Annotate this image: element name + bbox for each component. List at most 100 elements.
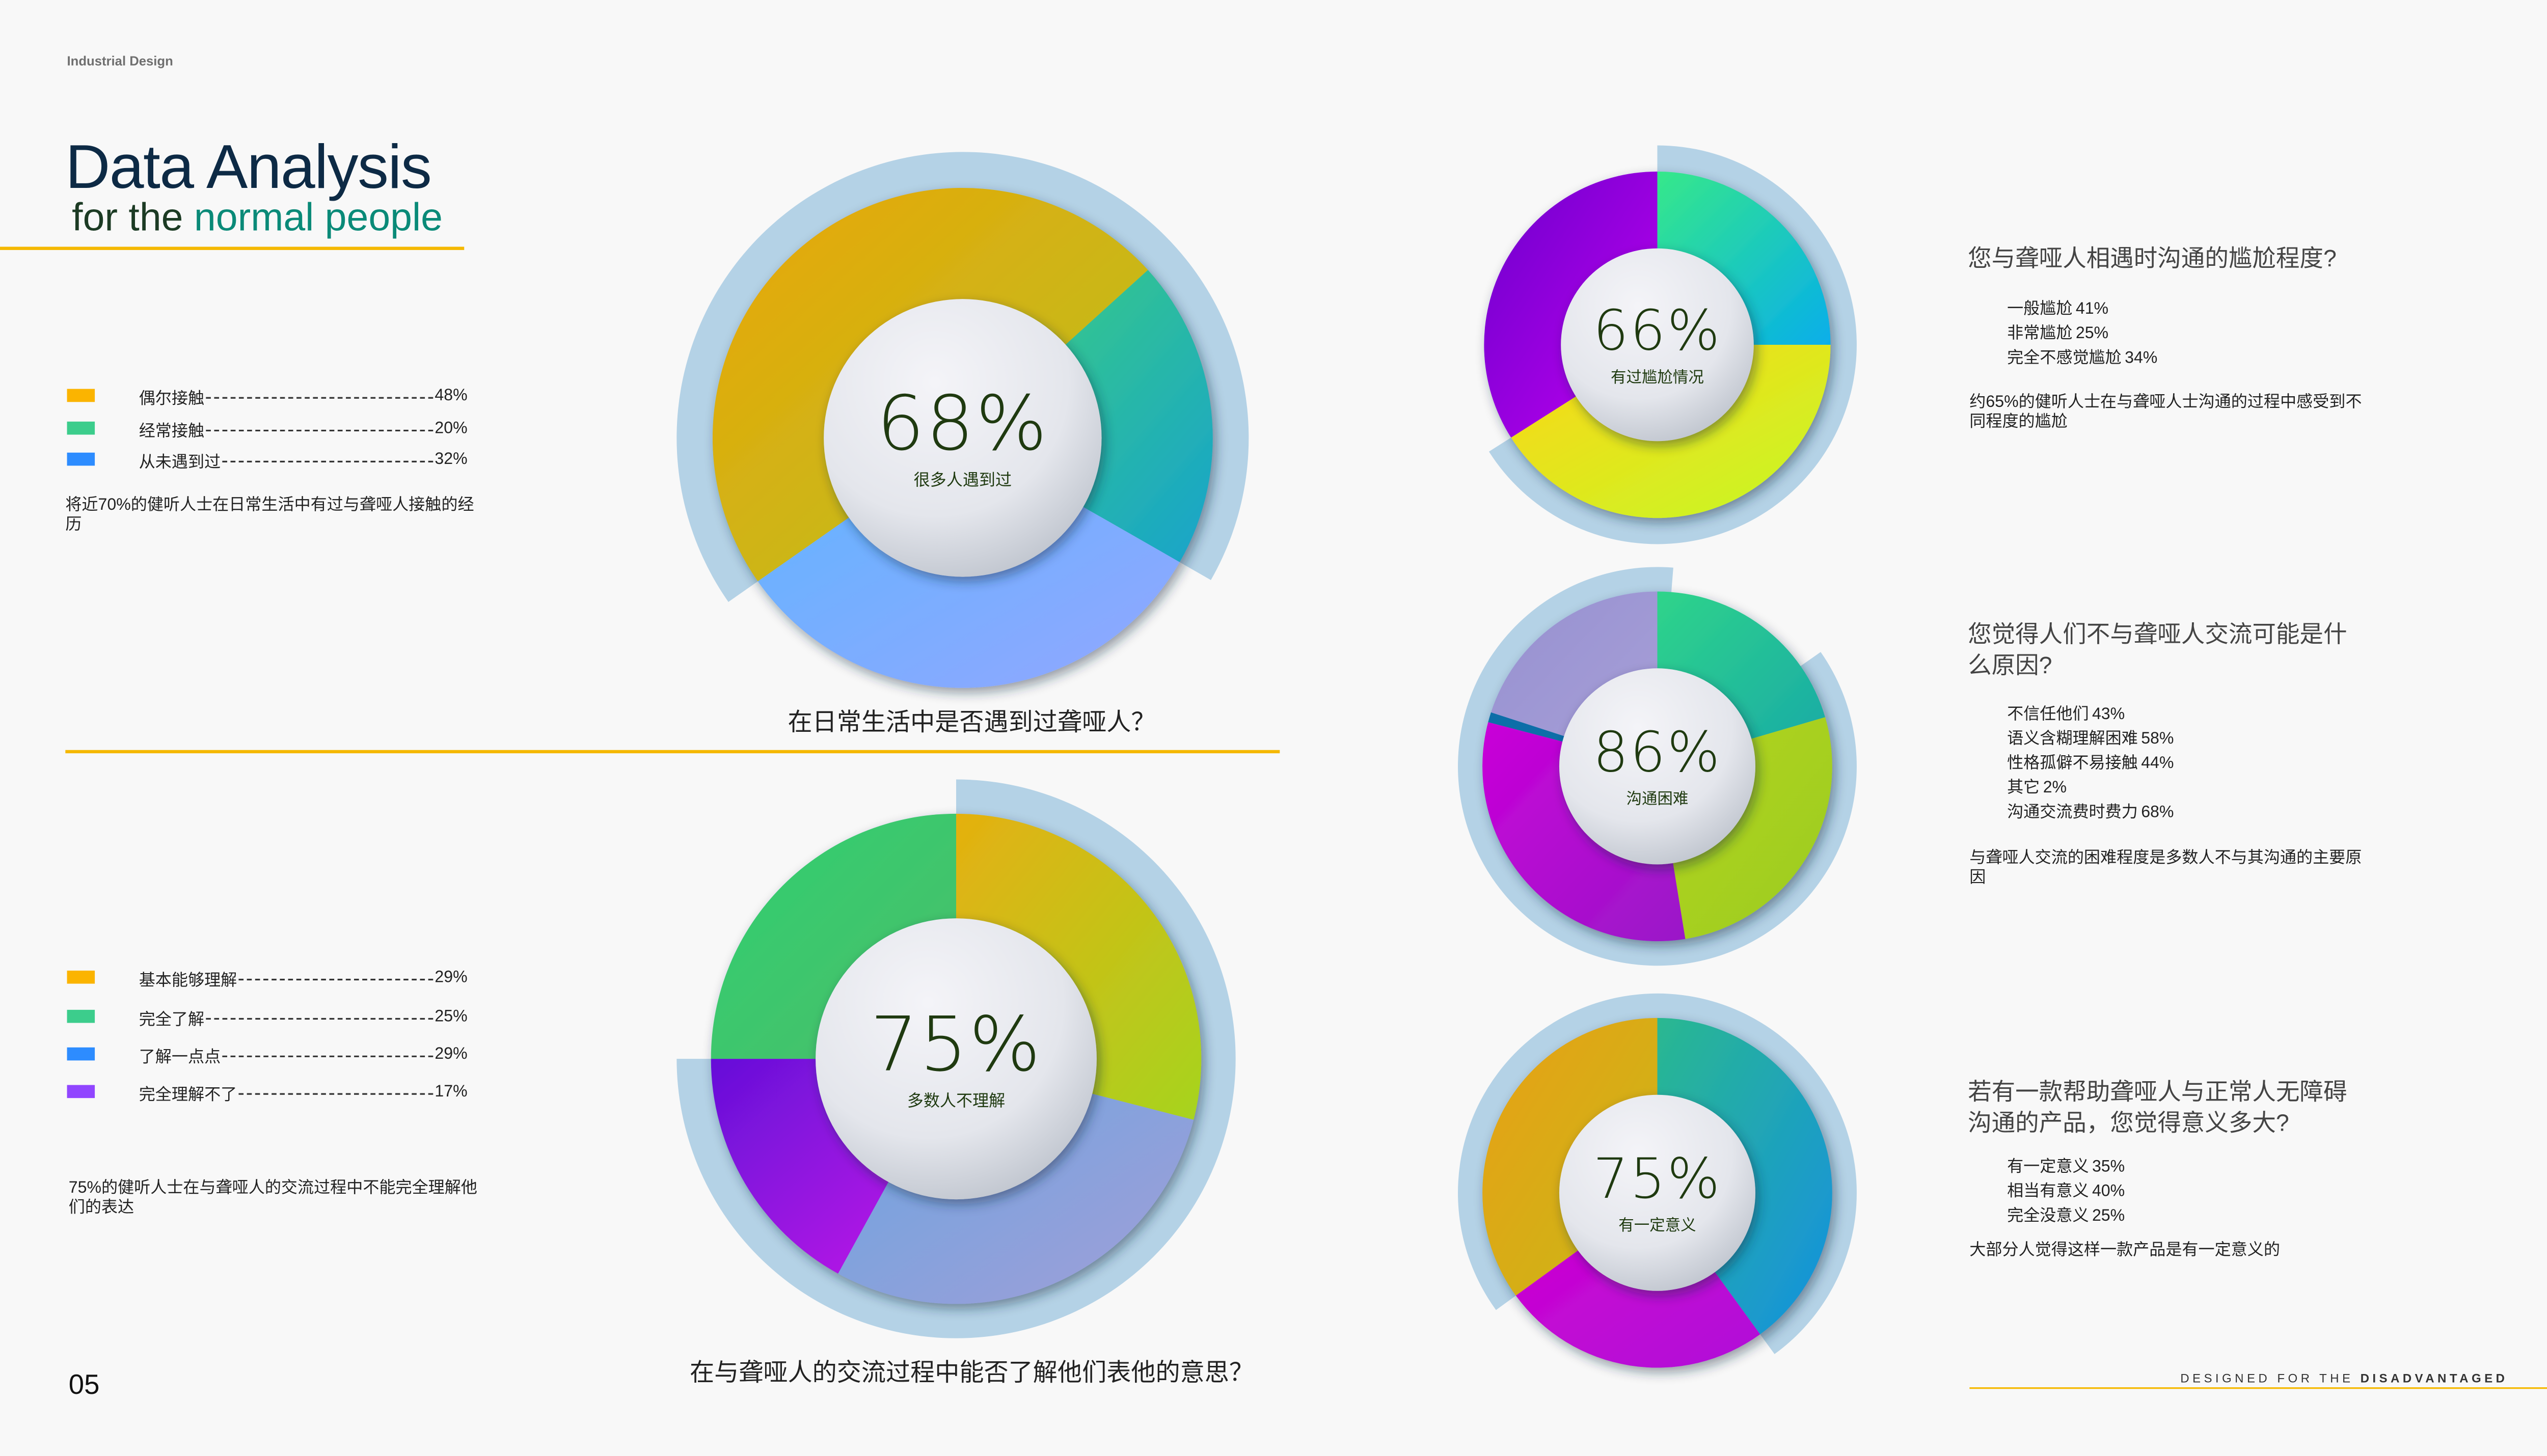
donut-center-label: 有一定意义 <box>1618 1216 1696 1235</box>
legend-value: 25% <box>2092 1207 2125 1226</box>
section-question: 在与聋哑人的交流过程中能否了解他们表他的意思？ <box>690 1359 1254 1388</box>
legend-item: 其它 2% <box>1968 773 2353 798</box>
legend-item: 沟通交流费时费力 68% <box>1968 798 2353 822</box>
legend-label: 完全理解不了 <box>139 1086 237 1104</box>
donut-center-disc <box>1559 1094 1755 1291</box>
legend-item: 完全了解 25% <box>67 1006 468 1029</box>
legend-value: 29% <box>435 968 468 986</box>
page-title: Data Analysis <box>65 134 431 203</box>
donut-chart-awkwardness: 66% 有过尴尬情况 <box>1448 135 1866 554</box>
section-question: 若有一款帮助聋哑人与正常人无障碍沟通的产品，您觉得意义多大? <box>1968 1080 2347 1138</box>
donut-center-value: 75% <box>870 1000 1042 1088</box>
legend-label: 偶尔接触 <box>139 390 205 408</box>
legend-item: 不信任他们 43% <box>1968 699 2353 724</box>
legend-swatch <box>67 452 95 466</box>
page-number: 05 <box>68 1369 100 1400</box>
legend-value: 68% <box>2141 804 2174 822</box>
section-question: 您觉得人们不与聋哑人交流可能是什么原因? <box>1968 622 2347 680</box>
legend-label: 沟通交流费时费力 <box>2007 804 2138 822</box>
donut-center: 75% 有一定意义 <box>1448 984 1866 1402</box>
legend-item: 从未遇到过 32% <box>67 449 468 472</box>
legend-item: 有一定意义 35% <box>1968 1152 2353 1176</box>
leader-line <box>222 460 433 462</box>
legend-swatch <box>67 389 95 402</box>
legend-value: 25% <box>435 1007 468 1026</box>
legend-item: 偶尔接触 48% <box>67 386 468 408</box>
leader-line <box>206 396 433 398</box>
legend-2: 一般尴尬 41% 非常尴尬 25% 完全不感觉尴尬 34% <box>1968 294 2353 373</box>
legend-label: 完全没意义 <box>2007 1207 2089 1226</box>
donut-center-value: 68% <box>876 379 1049 468</box>
legend-label: 基本能够理解 <box>139 971 237 990</box>
donut-center-value: 86% <box>1593 720 1722 785</box>
section-note: 将近70%的健听人士在日常生活中有过与聋哑人接触的经历 <box>65 497 474 535</box>
legend-item: 经常接触 20% <box>67 418 468 441</box>
legend-value: 41% <box>2075 300 2109 319</box>
section-note: 75%的健听人士在与聋哑人的交流过程中不能完全理解他们的表达 <box>68 1179 477 1218</box>
legend-label: 不信任他们 <box>2007 706 2089 724</box>
legend-value: 58% <box>2141 730 2174 749</box>
donut-center-label: 多数人不理解 <box>907 1093 1006 1111</box>
donut-svg <box>676 779 1236 1338</box>
legend-value: 17% <box>435 1082 468 1101</box>
donut-center-value: 75% <box>1593 1146 1722 1212</box>
leader-line <box>222 1055 433 1057</box>
legend-swatch <box>67 970 95 984</box>
donut-center: 86% 沟通困难 <box>1448 557 1866 975</box>
leader-line <box>206 1017 433 1019</box>
section-question: 在日常生活中是否遇到过聋哑人？ <box>788 709 1156 737</box>
legend-label: 经常接触 <box>139 422 205 441</box>
legend-item: 完全理解不了 17% <box>67 1082 468 1104</box>
legend-label: 完全不感觉尴尬 <box>2007 349 2122 368</box>
legend-value: 44% <box>2141 755 2174 773</box>
legend-value: 20% <box>435 419 468 437</box>
donut-center-label: 有过尴尬情况 <box>1610 368 1704 387</box>
legend-value: 25% <box>2075 325 2109 343</box>
section-question: 您与聋哑人相遇时沟通的尴尬程度? <box>1968 246 2337 273</box>
legend-item: 了解一点点 29% <box>67 1044 468 1066</box>
footer-line <box>1969 1387 2547 1389</box>
legend-label: 其它 <box>2007 779 2040 798</box>
legend-3: 不信任他们 43% 语义含糊理解困难 58% 性格孤僻不易接触 44% 其它 2% 沟通… <box>1968 699 2353 823</box>
donut-chart-understanding: 75% 多数人不理解 <box>667 770 1245 1348</box>
donut-center: 68% 很多人遇到过 <box>667 142 1258 733</box>
donut-center-disc <box>1559 668 1755 865</box>
legend-item: 一般尴尬 41% <box>1968 294 2353 319</box>
donut-chart-encounter: 68% 很多人遇到过 <box>667 142 1258 733</box>
donut-center: 75% 多数人不理解 <box>667 770 1245 1348</box>
page-subtitle: for the normal people <box>72 196 443 242</box>
legend-value: 35% <box>2092 1158 2125 1177</box>
donut-center: 66% 有过尴尬情况 <box>1448 135 1866 554</box>
legend-label: 完全了解 <box>139 1010 205 1029</box>
legend-value: 2% <box>2043 779 2067 798</box>
subtitle-highlight: normal people <box>194 196 443 240</box>
donut-chart-reasons: 86% 沟通困难 <box>1448 557 1866 975</box>
donut-svg <box>676 152 1249 688</box>
legend-item: 基本能够理解 29% <box>67 967 468 990</box>
donut-svg <box>1458 567 1857 966</box>
legend-value: 34% <box>2125 349 2158 368</box>
legend-swatch <box>67 1085 95 1098</box>
legend-item: 完全不感觉尴尬 34% <box>1968 343 2353 368</box>
title-underline <box>0 246 465 250</box>
legend-label: 性格孤僻不易接触 <box>2007 755 2138 773</box>
legend-item: 非常尴尬 25% <box>1968 319 2353 343</box>
legend-label: 相当有意义 <box>2007 1183 2089 1201</box>
section-note: 与聋哑人交流的困难程度是多数人不与其沟通的主要原因 <box>1969 849 2362 888</box>
legend-item: 性格孤僻不易接触 44% <box>1968 749 2353 773</box>
subtitle-prefix: for the <box>72 196 183 240</box>
legend-swatch <box>67 421 95 435</box>
legend-value: 43% <box>2092 706 2125 724</box>
legend-swatch <box>67 1047 95 1061</box>
leader-line <box>238 1092 433 1094</box>
legend-4: 有一定意义 35% 相当有意义 40% 完全没意义 25% <box>1968 1152 2353 1226</box>
donut-highlight-ring <box>676 152 1249 602</box>
legend-1: 基本能够理解 29% 完全了解 25% 了解一点点 29% 完全理解不了 17% <box>67 967 468 1104</box>
donut-svg <box>1458 993 1857 1368</box>
legend-item: 完全没意义 25% <box>1968 1201 2353 1225</box>
donut-center-disc <box>1561 248 1754 442</box>
section-divider <box>65 750 1280 753</box>
legend-value: 48% <box>435 386 468 405</box>
legend-item: 语义含糊理解困难 58% <box>1968 724 2353 748</box>
